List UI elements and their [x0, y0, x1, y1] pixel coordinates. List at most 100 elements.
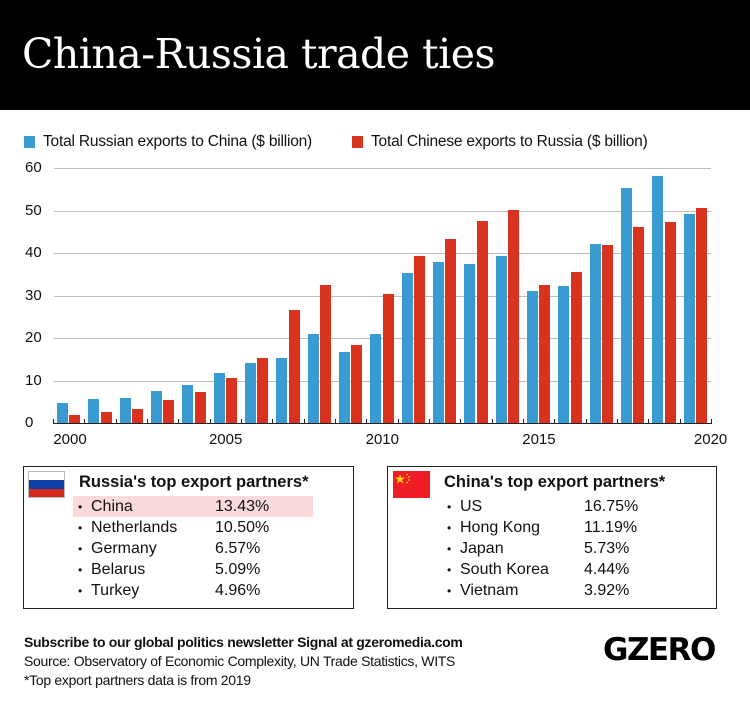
x-tick-mark	[115, 419, 117, 424]
legend-label: Total Chinese exports to Russia ($ billi…	[371, 133, 648, 150]
partner-row: • China 13.43%	[73, 496, 313, 517]
bar-russian-exports	[620, 187, 632, 423]
gridline	[54, 380, 711, 382]
x-tick-mark	[522, 419, 524, 424]
bar-chinese-exports	[194, 391, 206, 423]
x-tick-mark	[334, 419, 336, 424]
bar-russian-exports	[526, 290, 538, 423]
x-tick-mark	[648, 419, 650, 424]
bar-russian-exports	[432, 261, 444, 423]
bar-russian-exports	[213, 373, 225, 423]
x-tick-mark	[397, 419, 399, 424]
gridline	[54, 168, 711, 169]
bar-chinese-exports	[664, 221, 676, 423]
x-tick-mark	[240, 419, 242, 424]
x-tick-label: 2005	[208, 431, 243, 448]
bar-chinese-exports	[225, 378, 237, 423]
partner-row: • Japan 5.73%	[442, 538, 682, 559]
bar-chinese-exports	[351, 345, 363, 423]
bar-russian-exports	[589, 243, 601, 423]
x-tick-mark	[554, 419, 556, 424]
share-value: 5.09%	[215, 560, 261, 578]
bar-russian-exports	[276, 357, 288, 423]
bullet-icon: •	[447, 520, 452, 535]
country-name: Belarus	[91, 560, 146, 578]
bullet-icon: •	[447, 499, 452, 514]
partner-row: • US 16.75%	[442, 496, 682, 517]
bar-russian-exports	[244, 363, 256, 423]
source-note: Source: Observatory of Economic Complexi…	[24, 653, 456, 669]
bar-russian-exports	[307, 333, 319, 423]
bullet-icon: •	[78, 520, 83, 535]
y-tick-label: 10	[25, 371, 42, 389]
russia-export-partners-panel: Russia's top export partners* • China 13.4…	[23, 466, 354, 609]
share-value: 4.96%	[215, 581, 261, 599]
y-tick-label: 60	[25, 159, 42, 176]
x-tick-label: 2000	[53, 431, 87, 448]
gridline	[54, 253, 711, 254]
share-value: 10.50%	[215, 518, 270, 536]
partner-row: • Netherlands 10.50%	[73, 517, 313, 538]
x-tick-label: 2010	[365, 431, 399, 448]
newsletter-link[interactable]: Subscribe to our global politics newslet…	[24, 634, 463, 650]
bar-chinese-exports	[131, 408, 143, 423]
country-name: US	[460, 497, 483, 515]
country-name: China	[91, 497, 133, 515]
x-tick-label: 2015	[522, 431, 556, 448]
panel-title: Russia's top export partners*	[79, 473, 309, 491]
bar-chinese-exports	[413, 255, 425, 423]
x-tick-label: 2020	[693, 431, 728, 448]
bar-russian-exports	[558, 285, 570, 423]
legend-label: Total Russian exports to China ($ billio…	[43, 133, 313, 150]
bar-russian-exports	[495, 255, 507, 423]
bar-chinese-exports	[476, 220, 488, 423]
y-tick-label: 0	[25, 414, 34, 431]
y-tick-label: 20	[25, 329, 42, 346]
bar-russian-exports	[182, 385, 194, 423]
gridline	[54, 338, 711, 339]
x-tick-mark	[146, 419, 148, 424]
bar-chinese-exports	[695, 207, 707, 423]
y-tick-label: 40	[25, 244, 42, 261]
bar-russian-exports	[401, 272, 413, 423]
partner-row: • South Korea 4.44%	[442, 559, 682, 580]
share-value: 4.44%	[584, 560, 630, 578]
bar-chinese-exports	[445, 238, 457, 423]
x-tick-mark	[585, 419, 587, 424]
legend-swatch-blue	[24, 136, 35, 148]
china-export-partners-panel: China's top export partners* • US 16.75% •…	[387, 466, 717, 609]
china-flag-icon	[393, 471, 430, 498]
gridline	[54, 210, 711, 212]
x-tick-mark	[710, 419, 712, 424]
bar-chinese-exports	[539, 285, 551, 423]
x-tick-mark	[428, 419, 430, 424]
bullet-icon: •	[78, 562, 83, 577]
bar-russian-exports	[464, 263, 476, 423]
bar-chinese-exports	[507, 210, 519, 423]
bullet-icon: •	[78, 541, 83, 556]
y-tick-label: 50	[25, 201, 42, 219]
partner-row: • Hong Kong 11.19%	[442, 517, 682, 538]
x-tick-mark	[460, 419, 462, 424]
legend-item-chinese-exports: Total Chinese exports to Russia ($ billi…	[352, 133, 648, 151]
x-tick-mark	[178, 419, 180, 424]
x-tick-mark	[491, 419, 493, 424]
panel-title: China's top export partners*	[444, 473, 666, 491]
x-axis-line	[53, 423, 711, 424]
x-tick-mark	[366, 419, 368, 424]
bar-russian-exports	[57, 403, 68, 423]
share-value: 6.57%	[215, 539, 261, 557]
x-tick-mark	[616, 419, 618, 424]
x-tick-mark	[272, 419, 274, 424]
bar-chinese-exports	[382, 294, 394, 423]
bar-russian-exports	[370, 333, 382, 423]
footnote: *Top export partners data is from 2019	[24, 672, 251, 688]
bullet-icon: •	[447, 562, 452, 577]
country-name: South Korea	[460, 560, 549, 578]
bar-russian-exports	[683, 213, 695, 423]
bar-russian-exports	[338, 352, 350, 423]
legend-swatch-red	[352, 136, 363, 148]
bar-russian-exports	[88, 399, 100, 423]
partner-row: • Belarus 5.09%	[73, 559, 313, 580]
legend-item-russian-exports: Total Russian exports to China ($ billio…	[24, 133, 312, 151]
